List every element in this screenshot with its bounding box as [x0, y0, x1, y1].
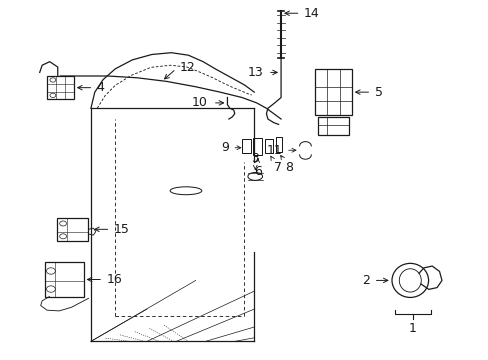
- Text: 9: 9: [221, 141, 228, 154]
- Text: 2: 2: [362, 274, 369, 287]
- Text: 13: 13: [247, 66, 263, 79]
- Text: 11: 11: [266, 144, 282, 157]
- Text: 7: 7: [274, 161, 282, 174]
- Text: 4: 4: [97, 81, 104, 94]
- Text: 5: 5: [374, 86, 382, 99]
- Text: 15: 15: [114, 223, 129, 236]
- Text: 1: 1: [408, 321, 416, 335]
- Text: 10: 10: [192, 96, 207, 109]
- Text: 8: 8: [285, 161, 292, 174]
- Text: 6: 6: [253, 165, 261, 177]
- Text: 14: 14: [304, 7, 319, 20]
- Text: 16: 16: [106, 273, 122, 286]
- Text: 12: 12: [180, 60, 196, 73]
- Text: 3: 3: [251, 152, 259, 165]
